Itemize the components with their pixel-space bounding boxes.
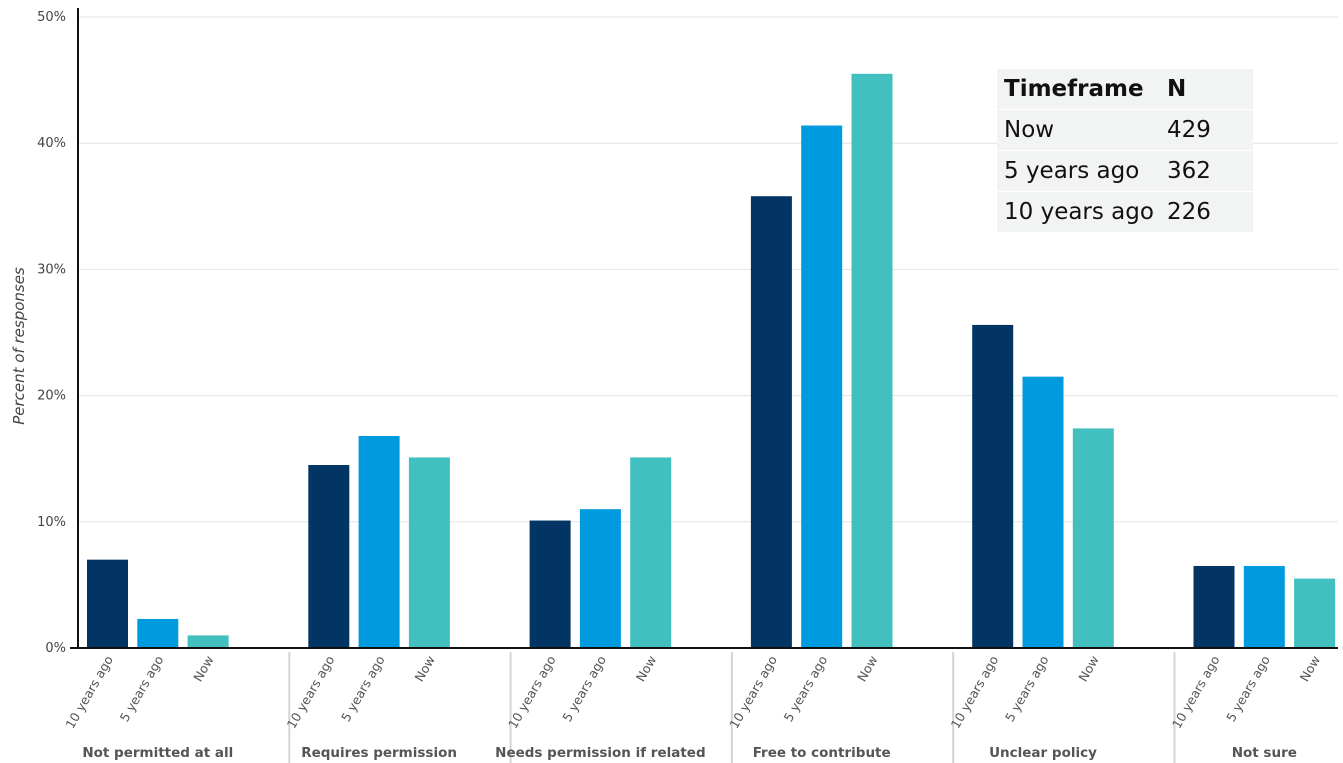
bar (1072, 428, 1114, 648)
bar (851, 73, 893, 649)
category-label: Requires permission (301, 745, 457, 761)
bar (972, 324, 1014, 648)
y-tick-label: 20% (37, 389, 66, 404)
table-cell-timeframe: 10 years ago (997, 191, 1160, 233)
axes (70, 8, 1338, 763)
x-tick-label: 10 years ago (284, 653, 338, 731)
y-tick-label: 10% (37, 515, 66, 530)
category-label: Unclear policy (989, 745, 1097, 761)
x-tick-label: 5 years ago (781, 653, 831, 724)
category-label: Needs permission if related (495, 745, 706, 761)
x-tick-label: 5 years ago (1223, 653, 1273, 724)
bar (87, 559, 128, 648)
bar (358, 435, 400, 648)
x-tick-label: 10 years ago (1169, 653, 1223, 731)
y-tick-label: 30% (37, 262, 66, 277)
bar (408, 457, 450, 648)
y-tick-label: 0% (45, 641, 66, 656)
x-tick-label: 5 years ago (559, 653, 609, 724)
bar (1294, 578, 1336, 648)
table-header-n: N (1160, 69, 1253, 110)
category-label: Not permitted at all (82, 745, 233, 761)
table-cell-n: 429 (1160, 109, 1253, 151)
x-tick-label: 10 years ago (62, 653, 116, 731)
x-tick-label: Now (1075, 653, 1102, 684)
x-tick-label: Now (854, 653, 881, 684)
table-cell-n: 226 (1160, 191, 1253, 233)
bar (801, 125, 843, 649)
x-tick-label: Now (1297, 653, 1324, 684)
bar (630, 457, 672, 648)
sample-size-table: Timeframe N Now 429 5 years ago 362 10 y… (997, 69, 1253, 233)
table-row: Now 429 (997, 109, 1253, 151)
bar (137, 618, 179, 648)
x-tick-label: 10 years ago (726, 653, 780, 731)
table-row: 5 years ago 362 (997, 150, 1253, 192)
x-tick-label: 10 years ago (505, 653, 559, 731)
table-cell-n: 362 (1160, 150, 1253, 192)
bar (1193, 565, 1235, 648)
x-tick-label: Now (633, 653, 660, 684)
bar (750, 196, 792, 649)
table-cell-timeframe: 5 years ago (997, 150, 1160, 192)
x-tick-label: 10 years ago (948, 653, 1002, 731)
bar (529, 520, 571, 648)
category-label: Not sure (1232, 745, 1297, 761)
table-header-timeframe: Timeframe (997, 69, 1160, 110)
x-tick-label: 5 years ago (1002, 653, 1052, 724)
bar (579, 509, 621, 648)
category-label: Free to contribute (753, 745, 891, 761)
bar (1022, 376, 1064, 648)
x-tick-label: 5 years ago (338, 653, 388, 724)
bar (308, 465, 350, 648)
bar (187, 635, 229, 648)
y-tick-label: 40% (37, 136, 66, 151)
table-header-row: Timeframe N (997, 69, 1253, 110)
bars (87, 73, 1336, 649)
x-tick-label: Now (190, 653, 217, 684)
table-row: 10 years ago 226 (997, 191, 1253, 233)
x-tick-label: 5 years ago (117, 653, 167, 724)
x-tick-label: Now (411, 653, 438, 684)
table-cell-timeframe: Now (997, 109, 1160, 151)
bar (1243, 565, 1285, 648)
y-axis-title: Percent of responses (10, 267, 28, 425)
y-tick-label: 50% (37, 10, 66, 25)
